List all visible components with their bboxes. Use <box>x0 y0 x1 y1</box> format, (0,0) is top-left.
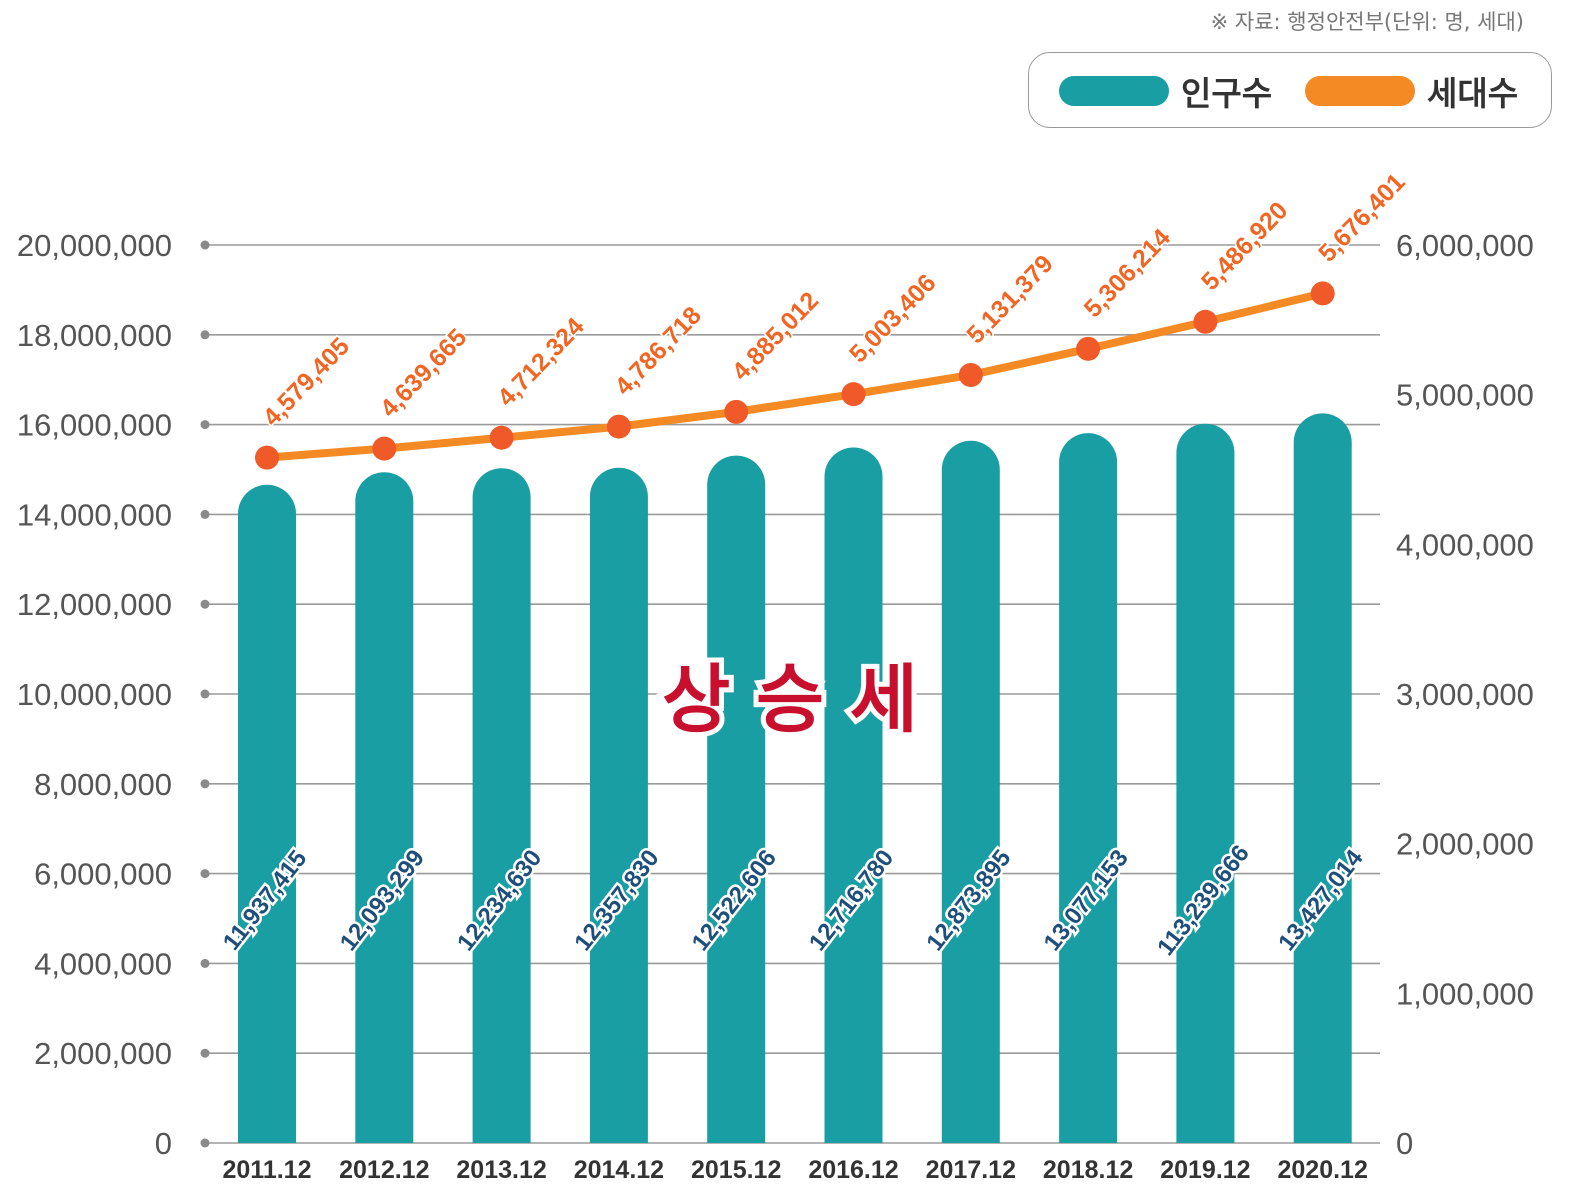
population-bars: 11,937,415 12,093,299 12,234,630 12,357,830… <box>215 413 1371 1144</box>
chart-legend: 인구수 세대수 <box>1028 52 1552 128</box>
population-bar <box>824 447 883 1143</box>
legend-swatch-population <box>1059 76 1169 106</box>
households-point <box>372 436 397 461</box>
households-value-label: 4,639,665 <box>375 323 472 423</box>
legend-item-population: 인구수 <box>1059 53 1272 129</box>
x-tick-label: 2012.12 <box>339 1156 429 1184</box>
households-value-label: 5,486,920 <box>1196 197 1293 296</box>
left-tick-label: 10,000,000 <box>17 677 172 712</box>
legend-label-population: 인구수 <box>1181 74 1273 113</box>
left-tick-dot <box>200 420 210 430</box>
right-axis: 0 1,000,000 2,000,000 3,000,000 4,000,000 5,0… <box>1396 228 1534 1161</box>
households-value-label: 5,003,406 <box>844 269 941 368</box>
legend-label-households: 세대수 <box>1427 74 1519 113</box>
left-axis: 0 2,000,000 4,000,000 6,000,000 8,000,000 10,… <box>17 228 210 1161</box>
households-point <box>606 414 631 439</box>
left-tick-dot <box>200 330 210 340</box>
legend-item-households: 세대수 <box>1305 53 1518 129</box>
households-point <box>1076 336 1101 361</box>
x-tick-label: 2020.12 <box>1278 1156 1368 1184</box>
x-tick-label: 2014.12 <box>574 1156 664 1184</box>
left-tick-label: 12,000,000 <box>17 587 172 622</box>
households-point <box>255 445 279 470</box>
households-line-path <box>263 289 1327 462</box>
left-tick-label: 6,000,000 <box>34 857 172 892</box>
trend-annotation: 상 승 세 <box>662 657 918 743</box>
population-bar <box>472 468 531 1143</box>
households-value-label: 4,885,012 <box>727 287 824 386</box>
legend-swatch-households <box>1305 76 1415 106</box>
right-tick-label: 5,000,000 <box>1396 378 1534 413</box>
left-tick-label: 16,000,000 <box>17 408 172 443</box>
households-value-label: 4,786,718 <box>609 301 706 401</box>
left-tick-label: 18,000,000 <box>17 318 172 353</box>
population-bar <box>1293 413 1352 1143</box>
right-tick-label: 3,000,000 <box>1396 677 1534 712</box>
x-tick-label: 2015.12 <box>691 1156 781 1184</box>
left-tick-dot <box>200 869 210 879</box>
left-tick-label: 8,000,000 <box>34 767 172 802</box>
households-value-label: 5,306,214 <box>1079 223 1176 323</box>
households-point <box>841 382 866 407</box>
population-bar <box>1059 433 1118 1144</box>
households-point <box>958 363 983 388</box>
left-tick-label: 0 <box>155 1126 172 1161</box>
households-point <box>489 425 514 450</box>
population-bar <box>355 472 414 1143</box>
left-tick-label: 2,000,000 <box>34 1036 172 1071</box>
left-tick-dot <box>200 240 210 250</box>
source-note: ※ 자료: 행정안전부(단위: 명, 세대) <box>1210 10 1524 34</box>
x-tick-label: 2013.12 <box>456 1156 546 1184</box>
population-bar <box>238 484 296 1143</box>
population-bar <box>707 455 766 1143</box>
right-tick-label: 6,000,000 <box>1396 228 1534 263</box>
x-tick-label: 2016.12 <box>808 1156 898 1184</box>
population-bar <box>589 467 648 1143</box>
population-bar <box>1176 423 1235 1143</box>
left-tick-dot <box>200 509 210 519</box>
left-tick-dot <box>200 599 210 609</box>
households-point <box>1193 309 1218 334</box>
x-tick-label: 2018.12 <box>1043 1156 1133 1184</box>
x-axis: 2011.12 2012.12 2013.12 2014.12 2015.12 2016.… <box>223 1156 1368 1184</box>
right-tick-label: 1,000,000 <box>1396 976 1534 1011</box>
households-value-label: 4,712,324 <box>492 312 589 412</box>
right-tick-label: 0 <box>1396 1126 1413 1161</box>
left-tick-dot <box>200 958 210 968</box>
population-bar <box>941 440 1000 1143</box>
left-tick-label: 4,000,000 <box>34 946 172 981</box>
households-point <box>1310 281 1335 306</box>
households-point <box>724 399 749 424</box>
left-tick-dot <box>200 689 210 699</box>
x-tick-label: 2019.12 <box>1160 1156 1250 1184</box>
left-tick-dot <box>200 779 210 789</box>
left-tick-dot <box>200 1048 210 1058</box>
x-tick-label: 2011.12 <box>223 1156 312 1184</box>
right-tick-label: 2,000,000 <box>1396 827 1534 862</box>
left-tick-dot <box>200 1138 210 1148</box>
left-tick-label: 14,000,000 <box>17 497 172 532</box>
x-tick-label: 2017.12 <box>926 1156 1016 1184</box>
left-tick-label: 20,000,000 <box>17 228 172 263</box>
households-value-label: 4,579,405 <box>258 332 355 432</box>
right-tick-label: 4,000,000 <box>1396 527 1534 562</box>
